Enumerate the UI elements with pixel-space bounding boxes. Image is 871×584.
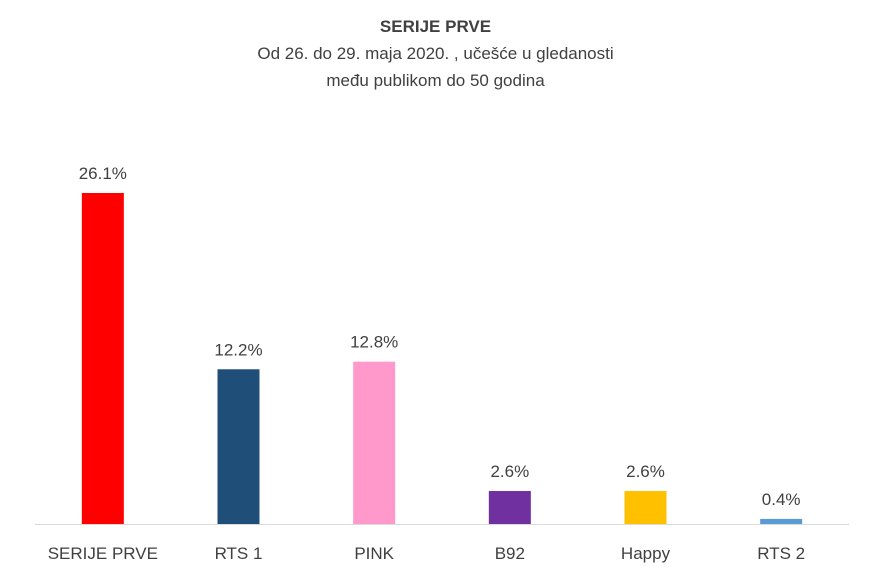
bar-pink — [353, 361, 396, 524]
bar-rts-2 — [760, 518, 803, 524]
x-tick-label: Happy — [621, 544, 671, 563]
data-label: 12.2% — [214, 340, 262, 359]
x-tick-label: PINK — [354, 544, 394, 563]
data-label: 26.1% — [79, 164, 127, 183]
data-label: 2.6% — [490, 462, 529, 481]
bar-b92 — [488, 491, 531, 524]
data-label: 2.6% — [626, 462, 665, 481]
chart-title: SERIJE PRVE — [379, 17, 492, 36]
data-label: 0.4% — [762, 490, 801, 509]
x-tick-label: B92 — [495, 544, 525, 563]
chart-subtitle-line-1: Od 26. do 29. maja 2020. , učešće u gled… — [257, 44, 614, 63]
x-tick-label: SERIJE PRVE — [48, 544, 158, 563]
data-label: 12.8% — [350, 333, 398, 352]
x-tick-label: RTS 1 — [215, 544, 263, 563]
bar-happy — [624, 491, 667, 524]
bar-serije-prve — [81, 193, 124, 524]
chart-subtitle-line-2: među publikom do 50 godina — [326, 71, 545, 90]
bar-rts-1 — [217, 369, 260, 524]
x-tick-label: RTS 2 — [757, 544, 805, 563]
